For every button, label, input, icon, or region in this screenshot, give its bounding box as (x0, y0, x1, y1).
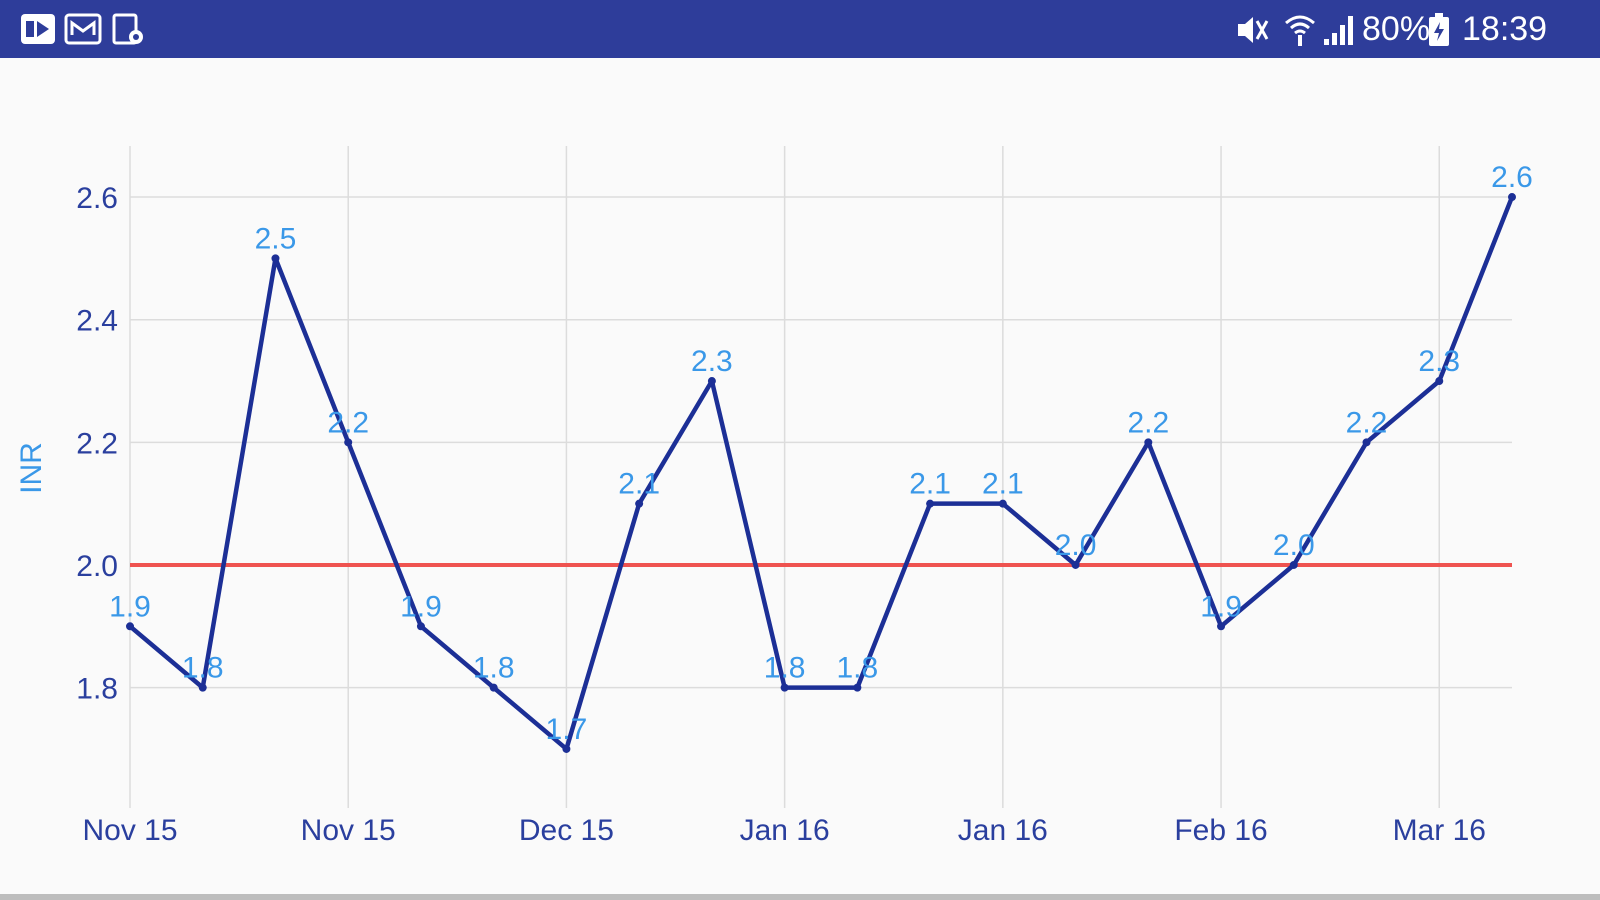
battery-percent: 80% (1362, 10, 1431, 48)
x-tick-label: Jan 16 (740, 814, 830, 847)
data-label: 2.3 (691, 345, 733, 378)
data-point (1289, 560, 1298, 569)
media-notification-icon (20, 13, 56, 50)
series-line (128, 196, 1515, 752)
bottom-edge (0, 894, 1600, 900)
data-point (198, 683, 207, 692)
data-label: 1.8 (837, 652, 879, 685)
data-point (853, 683, 862, 692)
chart-grid (129, 146, 1512, 808)
mute-icon (1234, 13, 1270, 52)
data-label: 2.2 (327, 406, 369, 439)
data-label: 2.0 (1273, 529, 1315, 562)
data-label: 2.1 (982, 468, 1024, 501)
data-label: 1.7 (546, 713, 588, 746)
data-label: 1.9 (1200, 590, 1242, 623)
y-tick-label: 2.2 (76, 427, 118, 460)
wifi-icon (1284, 13, 1316, 52)
status-time: 18:39 (1462, 10, 1548, 48)
data-point (1508, 193, 1516, 202)
data-label: 2.5 (255, 222, 297, 255)
series-layer (126, 193, 1516, 753)
data-label: 1.9 (109, 590, 151, 623)
data-label: 2.1 (909, 468, 951, 501)
data-point (562, 744, 571, 753)
screenshot-notification-icon (112, 13, 146, 52)
data-point (344, 438, 353, 447)
y-tick-label: 2.4 (76, 305, 118, 338)
data-label: 2.1 (618, 468, 660, 501)
x-tick-label: Feb 16 (1174, 814, 1267, 847)
y-tick-label: 1.8 (76, 673, 118, 706)
data-point (707, 377, 716, 386)
data-label: 2.3 (1418, 345, 1460, 378)
x-tick-label: Mar 16 (1393, 814, 1486, 847)
status-bar: 80% 18:39 (0, 0, 1600, 58)
y-tick-label: 2.0 (76, 550, 118, 583)
battery-icon (1428, 13, 1450, 52)
data-point (271, 254, 280, 263)
data-label: 1.8 (764, 652, 806, 685)
data-label: 1.8 (473, 652, 515, 685)
data-point (416, 622, 425, 631)
x-tick-label: Dec 15 (519, 814, 614, 847)
data-point (635, 499, 644, 508)
data-point (1362, 438, 1371, 447)
data-label-layer: 1.9 1.8 2.5 2.2 1.9 1.8 1.7 2.1 2.3 1.8 1.8 2.1 2.1 2… (109, 161, 1533, 746)
data-point (780, 683, 789, 692)
data-point (1217, 622, 1226, 631)
y-tick-label: 2.6 (76, 182, 118, 215)
signal-icon (1322, 13, 1356, 52)
data-point (998, 499, 1007, 508)
data-label: 2.2 (1346, 406, 1388, 439)
data-label: 2.6 (1491, 161, 1533, 194)
x-tick-label: Jan 16 (958, 814, 1048, 847)
data-point (489, 683, 498, 692)
data-point (1071, 560, 1080, 569)
x-tick-label: Nov 15 (82, 814, 177, 847)
y-axis-title: INR (15, 442, 48, 494)
data-point (1435, 377, 1444, 386)
tick-label-layer: 1.8 2.0 2.2 2.4 2.6 Nov 15 Nov 15 Dec 15 Jan 16 J… (76, 182, 1486, 847)
data-point (926, 499, 935, 508)
data-label: 2.0 (1055, 529, 1097, 562)
data-point (126, 622, 134, 631)
data-label: 2.2 (1127, 406, 1169, 439)
data-label: 1.9 (400, 590, 442, 623)
message-notification-icon (64, 13, 102, 50)
x-tick-label: Nov 15 (301, 814, 396, 847)
inr-line-chart: 1.9 1.8 2.5 2.2 1.9 1.8 1.7 2.1 2.3 1.8 1.8 2.1 2.1 2… (15, 146, 1533, 847)
data-label: 1.8 (182, 652, 224, 685)
data-point (1144, 438, 1153, 447)
